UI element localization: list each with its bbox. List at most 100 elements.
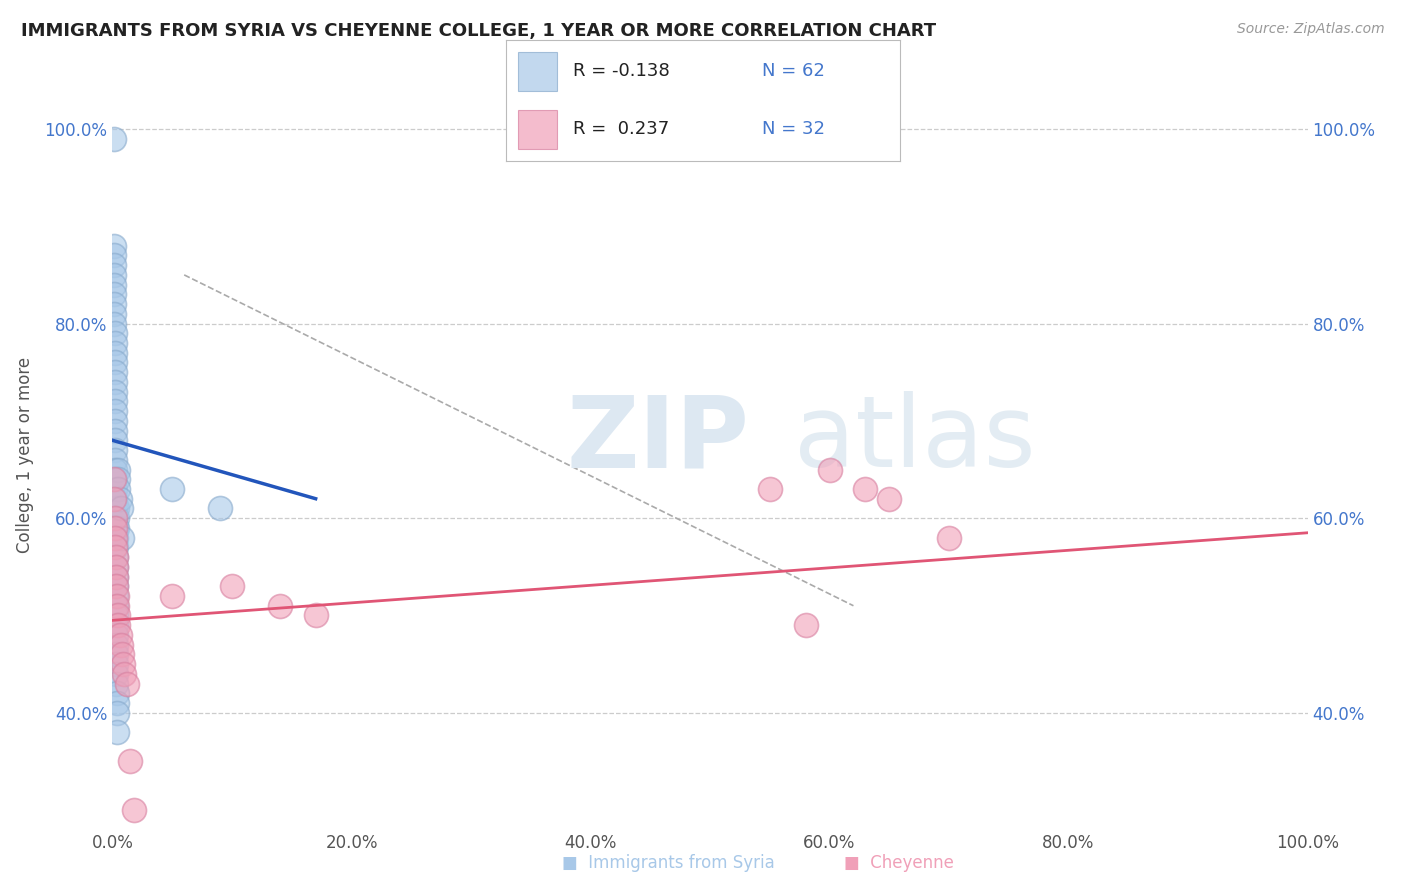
Point xyxy=(794,618,817,632)
Point xyxy=(110,501,132,516)
Point xyxy=(104,511,127,525)
Point xyxy=(104,501,127,516)
Point xyxy=(105,657,128,672)
Point xyxy=(105,559,128,574)
Point xyxy=(107,472,129,486)
Point xyxy=(818,462,841,476)
Point xyxy=(105,521,128,535)
Point xyxy=(104,452,127,467)
Point xyxy=(122,803,145,817)
Point xyxy=(855,482,877,496)
Point xyxy=(104,472,127,486)
Point xyxy=(114,666,135,681)
Point xyxy=(105,589,128,603)
Point xyxy=(103,268,125,282)
Point xyxy=(112,657,135,672)
Point xyxy=(111,648,134,662)
Point xyxy=(105,676,128,690)
Point xyxy=(221,579,243,593)
Point xyxy=(103,307,125,321)
Point xyxy=(105,648,128,662)
Point xyxy=(110,638,132,652)
Point xyxy=(105,511,128,525)
Point xyxy=(105,706,128,720)
Point xyxy=(108,491,131,506)
Point xyxy=(104,443,127,458)
Point xyxy=(107,462,129,476)
Point xyxy=(120,755,142,769)
Point xyxy=(104,345,127,359)
Point xyxy=(105,569,128,583)
Point xyxy=(105,725,128,739)
Point xyxy=(104,491,127,506)
Point xyxy=(104,482,127,496)
Point xyxy=(104,414,127,428)
Point xyxy=(105,559,128,574)
Point xyxy=(105,618,128,632)
Point xyxy=(104,336,127,351)
Point xyxy=(105,638,128,652)
Point xyxy=(104,384,127,399)
Point xyxy=(115,676,138,690)
Point xyxy=(105,531,128,545)
Point xyxy=(104,355,127,369)
Point xyxy=(305,608,328,623)
Text: IMMIGRANTS FROM SYRIA VS CHEYENNE COLLEGE, 1 YEAR OR MORE CORRELATION CHART: IMMIGRANTS FROM SYRIA VS CHEYENNE COLLEG… xyxy=(21,22,936,40)
Text: ■  Cheyenne: ■ Cheyenne xyxy=(844,855,953,872)
Point xyxy=(104,462,127,476)
Text: N = 62: N = 62 xyxy=(762,62,825,80)
Point xyxy=(105,589,128,603)
Point xyxy=(103,472,125,486)
Point xyxy=(105,550,128,565)
Point xyxy=(104,424,127,438)
Text: R =  0.237: R = 0.237 xyxy=(574,120,669,138)
Point xyxy=(107,618,129,632)
Point xyxy=(105,569,128,583)
Point xyxy=(105,608,128,623)
Point xyxy=(209,501,232,516)
Point xyxy=(105,541,128,555)
Point xyxy=(103,491,125,506)
Point xyxy=(105,666,128,681)
Point xyxy=(105,686,128,700)
Point xyxy=(103,287,125,301)
Point xyxy=(111,531,134,545)
Point xyxy=(103,248,125,262)
Point xyxy=(103,277,125,292)
Point xyxy=(104,434,127,448)
Point xyxy=(104,521,127,535)
Point xyxy=(104,394,127,409)
Point xyxy=(103,297,125,311)
FancyBboxPatch shape xyxy=(517,52,557,91)
Point xyxy=(103,317,125,331)
Point xyxy=(104,365,127,379)
Point xyxy=(105,696,128,710)
Point xyxy=(105,550,128,565)
Point xyxy=(107,608,129,623)
FancyBboxPatch shape xyxy=(517,110,557,149)
Text: N = 32: N = 32 xyxy=(762,120,825,138)
Point xyxy=(103,238,125,252)
Point xyxy=(162,589,183,603)
Point xyxy=(107,482,129,496)
Point xyxy=(879,491,901,506)
Point xyxy=(105,628,128,642)
Point xyxy=(103,258,125,272)
Point xyxy=(162,482,183,496)
Point xyxy=(105,501,128,516)
Point xyxy=(938,531,960,545)
Point xyxy=(105,599,128,613)
Text: atlas: atlas xyxy=(793,392,1035,489)
Y-axis label: College, 1 year or more: College, 1 year or more xyxy=(15,357,34,553)
Point xyxy=(104,375,127,389)
Point xyxy=(108,628,131,642)
Point xyxy=(105,521,128,535)
Text: R = -0.138: R = -0.138 xyxy=(574,62,669,80)
Point xyxy=(269,599,291,613)
Point xyxy=(105,599,128,613)
Point xyxy=(104,404,127,418)
Point xyxy=(105,579,128,593)
Text: ZIP: ZIP xyxy=(567,392,749,489)
Point xyxy=(105,579,128,593)
Text: Source: ZipAtlas.com: Source: ZipAtlas.com xyxy=(1237,22,1385,37)
